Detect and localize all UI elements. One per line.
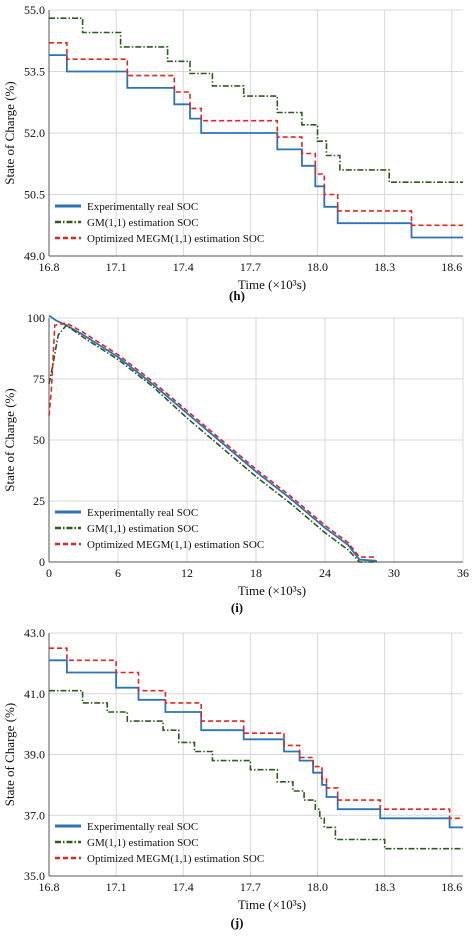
y-tick-label: 43.0 <box>24 626 45 640</box>
y-tick-label: 55.0 <box>24 3 45 17</box>
chart-panel-h: 16.8 17.1 17.4 17.7 18.0 18.3 18.6 49.0 50.5 52.0… <box>2 3 463 303</box>
x-tick-label: 17.7 <box>240 880 261 894</box>
x-tick-label: 17.4 <box>173 260 194 274</box>
y-tick-label: 100 <box>27 311 45 325</box>
legend-label: Optimized MEGM(1,1) estimation SOC <box>87 853 264 865</box>
legend-label: Experimentally real SOC <box>87 507 198 519</box>
x-tick-label: 18.0 <box>307 260 328 274</box>
x-tick-label: 0 <box>46 566 52 580</box>
series-line-gm-soc <box>49 17 463 183</box>
y-tick-label: 37.0 <box>24 808 45 822</box>
legend-label: GM(1,1) estimation SOC <box>87 837 199 849</box>
legend-label: GM(1,1) estimation SOC <box>87 523 199 535</box>
series-line-megm-soc <box>49 647 463 820</box>
chart-panel-i: 0 6 12 18 24 30 36 0 25 50 75 100 Experimentally rea… <box>2 311 469 615</box>
x-axis-label: Time (×10³s) <box>238 897 306 912</box>
x-tick-label: 30 <box>388 566 400 580</box>
y-tick-label: 50 <box>33 433 45 447</box>
series-line-megm-soc <box>48 322 377 558</box>
x-tick-label: 16.8 <box>39 880 60 894</box>
y-tick-label: 49.0 <box>24 249 45 263</box>
y-tick-label: 25 <box>33 494 45 508</box>
panel-caption: (j) <box>231 915 244 930</box>
y-axis-label: State of Charge (%) <box>2 703 17 806</box>
x-tick-label: 36 <box>457 566 469 580</box>
y-tick-label: 0 <box>39 555 45 569</box>
x-tick-label: 18.0 <box>307 880 328 894</box>
x-axis-label: Time (×10³s) <box>238 277 306 292</box>
x-tick-label: 18.6 <box>441 260 462 274</box>
x-tick-label: 16.8 <box>39 260 60 274</box>
y-tick-label: 75 <box>33 372 45 386</box>
panel-caption: (i) <box>231 600 243 615</box>
x-tick-label: 17.7 <box>240 260 261 274</box>
x-tick-label: 12 <box>181 566 193 580</box>
y-tick-label: 41.0 <box>24 687 45 701</box>
y-axis-label: State of Charge (%) <box>2 388 17 491</box>
x-tick-label: 18.3 <box>374 880 395 894</box>
panel-caption: (h) <box>229 288 245 303</box>
x-axis-label: Time (×10³s) <box>238 583 306 598</box>
x-tick-label: 6 <box>115 566 121 580</box>
legend-label: Experimentally real SOC <box>87 821 198 833</box>
series-line-megm-soc <box>49 42 463 227</box>
x-tick-label: 24 <box>319 566 331 580</box>
series-line-real-soc <box>49 659 463 829</box>
chart-panel-j: 16.8 17.1 17.4 17.7 18.0 18.3 18.6 35.0 37.0 39.0… <box>2 626 463 930</box>
y-tick-label: 50.5 <box>24 188 45 202</box>
y-axis-label: State of Charge (%) <box>2 81 17 184</box>
y-tick-label: 52.0 <box>24 126 45 140</box>
y-tick-label: 39.0 <box>24 748 45 762</box>
x-tick-label: 17.1 <box>106 880 127 894</box>
y-tick-label: 53.5 <box>24 65 45 79</box>
legend-label: GM(1,1) estimation SOC <box>87 217 199 229</box>
x-tick-label: 18.6 <box>441 880 462 894</box>
x-tick-label: 17.1 <box>106 260 127 274</box>
series-line-real-soc <box>49 54 463 239</box>
x-tick-label: 18 <box>250 566 262 580</box>
legend-label: Experimentally real SOC <box>87 201 198 213</box>
legend-label: Optimized MEGM(1,1) estimation SOC <box>87 233 264 245</box>
series-line-gm-soc <box>49 689 463 850</box>
y-tick-label: 35.0 <box>24 869 45 883</box>
x-tick-label: 18.3 <box>374 260 395 274</box>
legend-label: Optimized MEGM(1,1) estimation SOC <box>87 539 264 551</box>
x-tick-label: 17.4 <box>173 880 194 894</box>
